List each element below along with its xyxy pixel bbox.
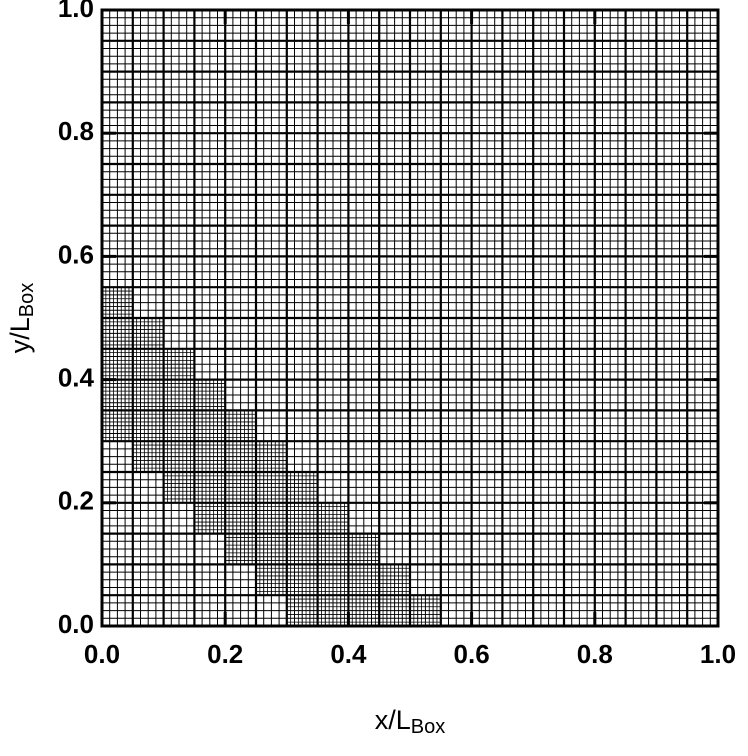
y-axis-label: y/LBox: [5, 283, 38, 354]
x-tick-label: 0.6: [454, 639, 490, 669]
y-tick-label: 0.4: [58, 362, 95, 392]
x-tick-label: 0.8: [577, 639, 613, 669]
y-label-sub: Box: [16, 283, 38, 317]
x-tick-label: 0.0: [84, 639, 120, 669]
y-tick-label: 0.8: [58, 116, 94, 146]
y-tick-label: 0.2: [58, 486, 94, 516]
y-label-main: y/L: [5, 317, 35, 353]
y-tick-label: 1.0: [58, 0, 94, 23]
x-tick-label: 1.0: [700, 639, 736, 669]
x-axis-label: x/LBox: [375, 705, 446, 738]
y-tick-label: 0.6: [58, 239, 94, 269]
x-tick-label: 0.4: [330, 639, 367, 669]
y-tick-label: 0.0: [58, 609, 94, 639]
x-label-sub: Box: [411, 716, 445, 738]
x-label-main: x/L: [375, 705, 411, 735]
x-tick-label: 0.2: [207, 639, 243, 669]
plot-frame: [100, 8, 720, 628]
plot-area: [100, 8, 720, 628]
